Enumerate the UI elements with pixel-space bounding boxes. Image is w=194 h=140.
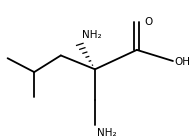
Text: O: O — [144, 17, 153, 27]
Text: OH: OH — [175, 57, 191, 67]
Text: NH₂: NH₂ — [82, 30, 101, 39]
Text: NH₂: NH₂ — [97, 128, 117, 137]
